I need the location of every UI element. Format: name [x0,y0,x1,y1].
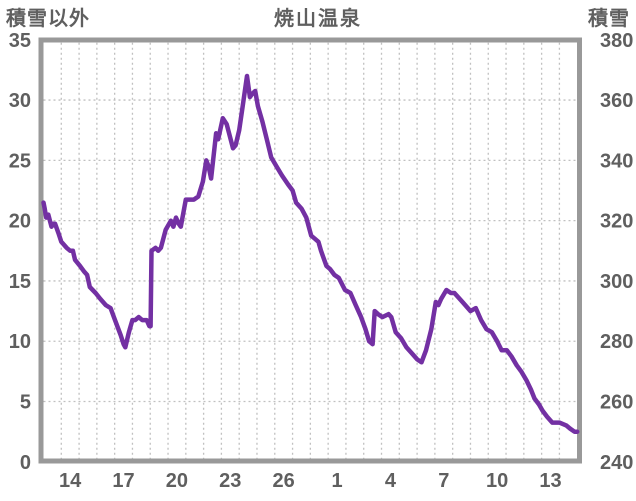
left-axis-tick-label: 0 [20,452,31,474]
right-axis-tick-label: 300 [600,271,633,293]
x-axis-tick-label: 23 [219,470,241,492]
right-axis-tick-label: 260 [600,392,633,414]
right-axis-tick-label: 380 [600,30,633,52]
x-axis-tick-label: 13 [539,470,561,492]
x-axis-tick-label: 10 [486,470,508,492]
x-axis-tick-label: 20 [166,470,188,492]
left-axis-tick-label: 5 [20,392,31,414]
right-axis-tick-label: 240 [600,452,633,474]
snow-depth-line [41,73,580,434]
right-axis-tick-label: 280 [600,331,633,353]
left-axis-tick-label: 15 [9,271,31,293]
left-axis-tick-label: 25 [9,150,31,172]
left-axis-tick-label: 30 [9,90,31,112]
x-axis-tick-label: 17 [112,470,134,492]
right-axis-tick-label: 340 [600,150,633,172]
x-axis-tick-label: 7 [438,470,449,492]
left-axis-tick-label: 35 [9,30,31,52]
left-axis-title: 積雪以外 [6,8,90,30]
right-axis-tick-label: 360 [600,90,633,112]
x-axis-tick-label: 26 [273,470,295,492]
right-axis-title: 積雪 [588,8,630,30]
right-axis-tick-label: 320 [600,211,633,233]
x-axis-tick-label: 14 [59,470,82,492]
plot-border [38,37,582,464]
x-axis-tick-label: 4 [385,470,397,492]
left-axis-tick-label: 20 [9,211,31,233]
x-axis-tick-label: 1 [331,470,342,492]
left-axis-tick-label: 10 [9,331,31,353]
chart-title: 焼山温泉 [274,8,362,30]
